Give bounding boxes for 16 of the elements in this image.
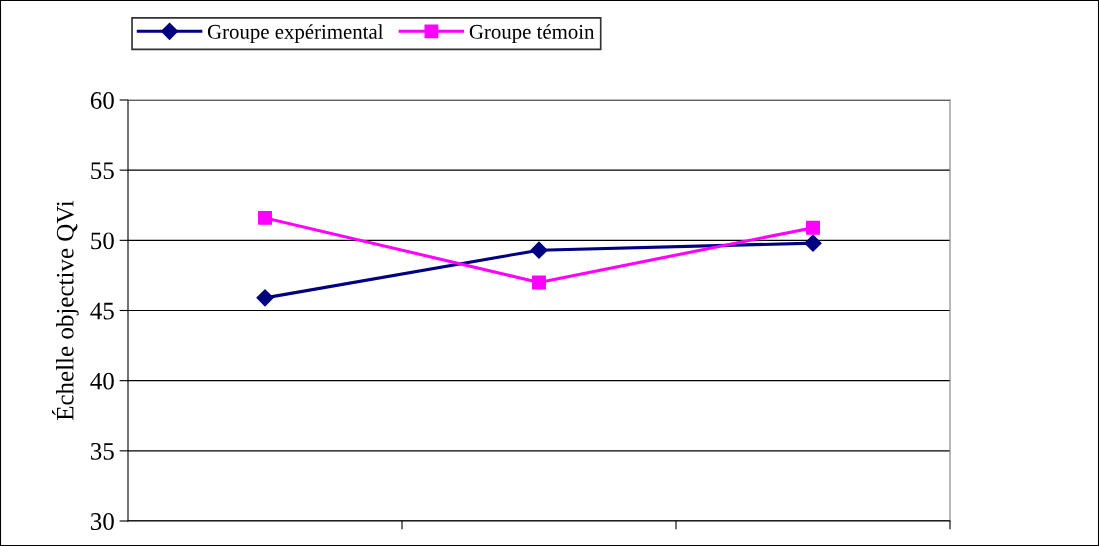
y-tick-label: 40 [90, 372, 114, 390]
y-tick-label: 50 [91, 232, 114, 250]
y-tick-label: 60 [90, 92, 114, 109]
legend-label: Groupe expérimental [207, 24, 384, 44]
y-tick-label: 30 [91, 513, 114, 530]
point [256, 289, 274, 307]
y-tick-label: 45 [90, 302, 114, 320]
point [806, 220, 820, 235]
point [530, 241, 548, 259]
point [804, 234, 822, 252]
legend-label: Groupe témoin [469, 24, 595, 44]
y-tick-label: 35 [91, 442, 114, 460]
y-axis-title: Échelle objective QVi [51, 200, 79, 421]
y-tick-label: 55 [91, 162, 114, 180]
point [258, 210, 272, 225]
point [532, 275, 546, 290]
